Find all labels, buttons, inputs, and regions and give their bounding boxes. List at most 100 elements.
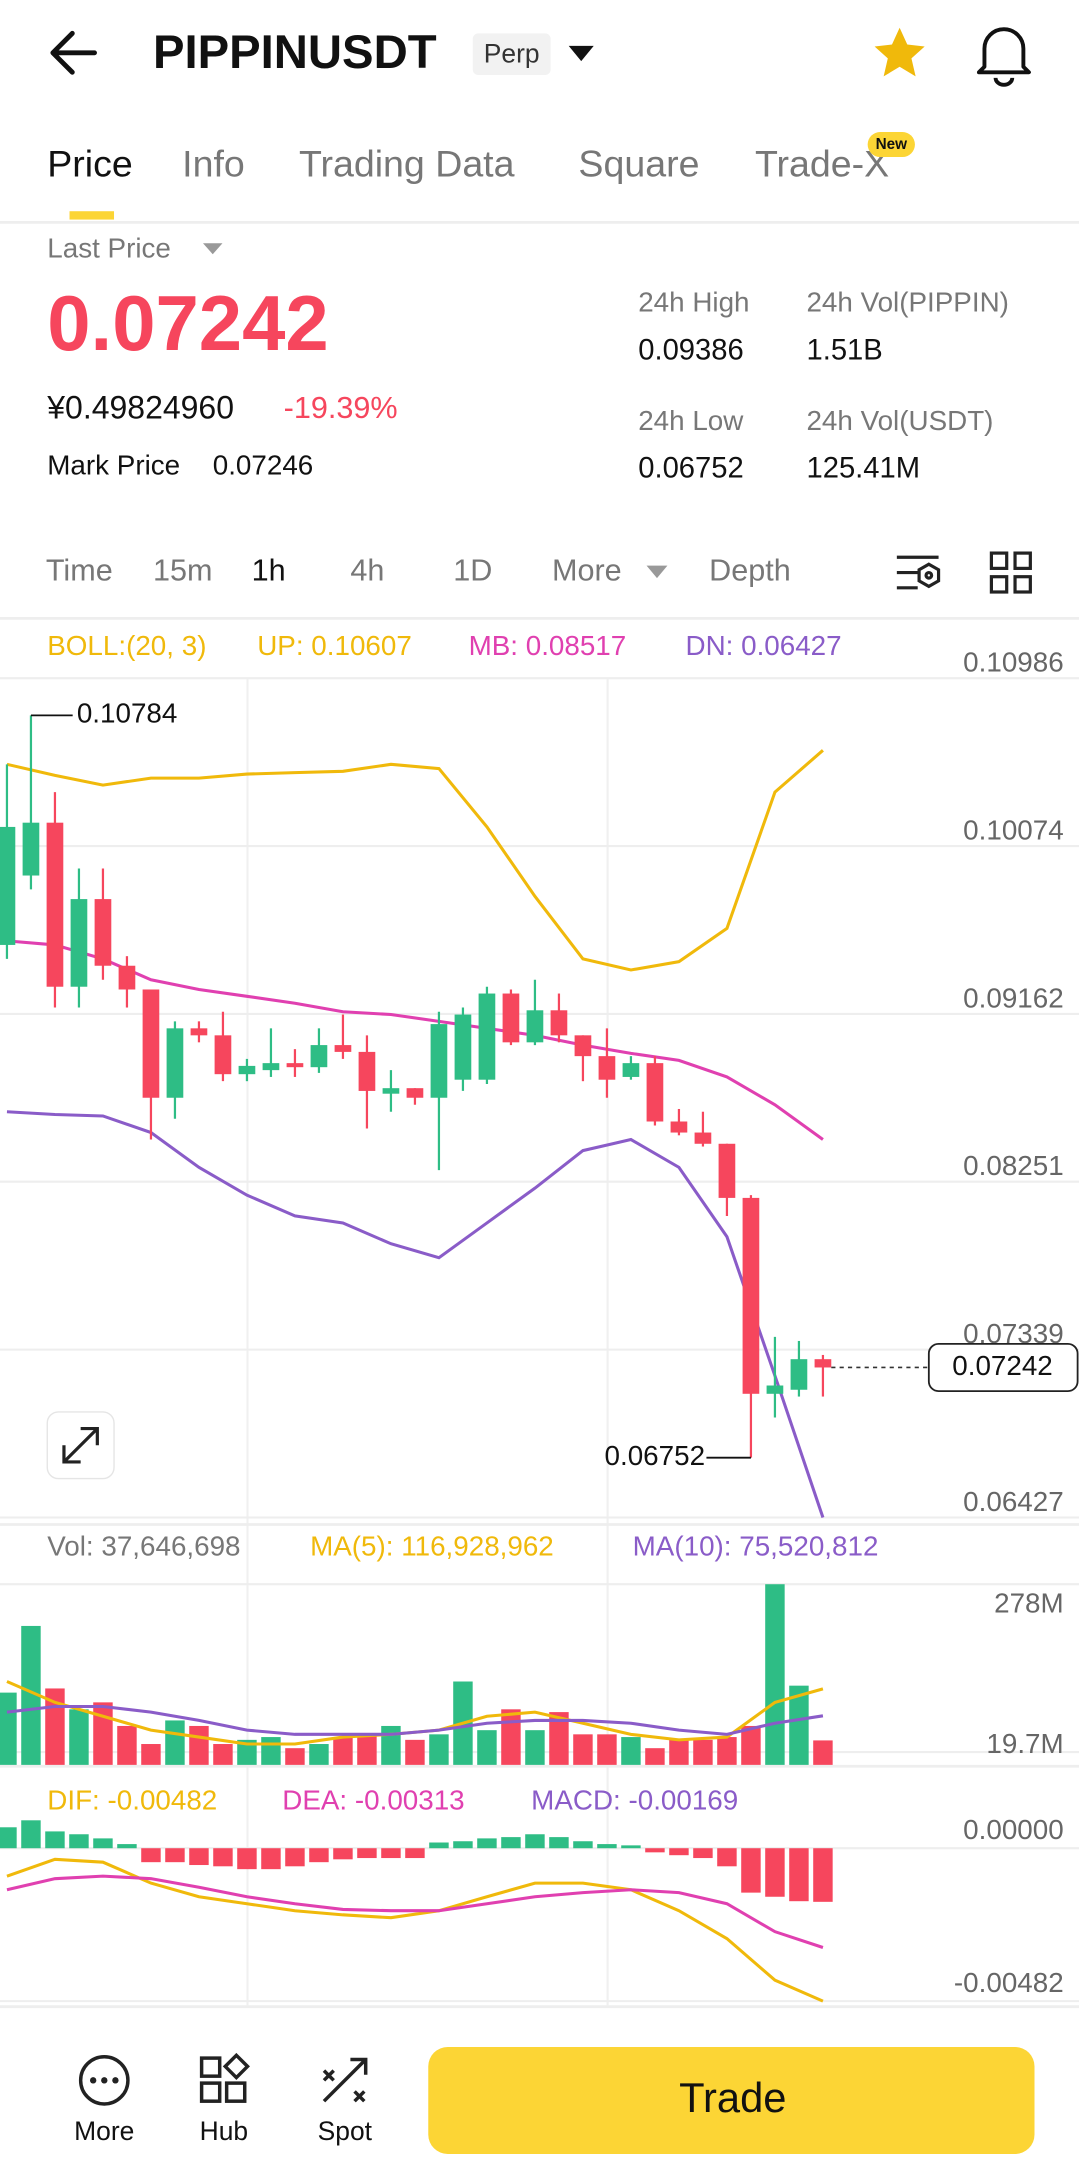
candle-body bbox=[334, 1045, 352, 1052]
nav-label[interactable]: More bbox=[74, 2116, 134, 2146]
volume-bar bbox=[165, 1720, 185, 1765]
volume-bar bbox=[261, 1737, 281, 1765]
candle-body bbox=[646, 1063, 664, 1122]
indicator-line bbox=[6, 749, 824, 972]
y-tick-label: 0.06427 bbox=[963, 1486, 1064, 1517]
candle-body bbox=[502, 993, 520, 1043]
indicator-line bbox=[6, 1110, 825, 1519]
volume-bar bbox=[309, 1744, 329, 1765]
macd-bar bbox=[69, 1834, 89, 1849]
spot-icon[interactable] bbox=[322, 2057, 368, 2103]
macd-bar bbox=[645, 1848, 665, 1853]
vol-legend: Vol: 37,646,698 bbox=[47, 1530, 240, 1561]
candle-body bbox=[718, 1143, 736, 1198]
candle-body bbox=[118, 965, 136, 990]
symbol-title: PIPPINUSDT bbox=[153, 26, 437, 79]
macd-bar bbox=[141, 1848, 161, 1863]
candle-body bbox=[814, 1359, 832, 1368]
boll-legend: DN: 0.06427 bbox=[685, 630, 841, 661]
timeframe[interactable]: 4h bbox=[350, 554, 384, 588]
hub-icon[interactable] bbox=[199, 2052, 250, 2103]
y-tick-label: 0.10074 bbox=[963, 815, 1064, 846]
favorite-star[interactable] bbox=[874, 27, 925, 77]
vol-legend: MA(10): 75,520,812 bbox=[633, 1530, 879, 1561]
timeframe[interactable]: 15m bbox=[153, 554, 213, 588]
volume-bar bbox=[765, 1584, 785, 1765]
tab[interactable]: Trading Data bbox=[299, 143, 515, 185]
macd-bar bbox=[621, 1845, 641, 1849]
candle-body bbox=[430, 1024, 448, 1098]
macd-bar bbox=[765, 1848, 785, 1897]
stat-value: 0.06752 bbox=[638, 452, 744, 484]
volume-bar bbox=[213, 1744, 233, 1765]
y-tick-label: 0.00000 bbox=[963, 1814, 1064, 1845]
timeframe[interactable]: 1D bbox=[453, 554, 492, 588]
symbol-dropdown[interactable] bbox=[568, 45, 594, 62]
macd-legend: DIF: -0.00482 bbox=[47, 1785, 217, 1816]
macd-bar bbox=[453, 1841, 473, 1849]
trade-button[interactable] bbox=[428, 2046, 1035, 2154]
macd-bar bbox=[357, 1848, 377, 1859]
perp-badge: Perp bbox=[484, 39, 540, 69]
macd-bar bbox=[93, 1838, 113, 1849]
tab-indicator bbox=[69, 211, 115, 220]
timeframe[interactable]: Time bbox=[46, 554, 113, 588]
macd-bar bbox=[21, 1820, 41, 1849]
macd-bar bbox=[45, 1831, 65, 1849]
candle-body bbox=[574, 1035, 592, 1057]
volume-bar bbox=[789, 1685, 809, 1765]
macd-bar bbox=[597, 1844, 617, 1849]
layout-button[interactable] bbox=[989, 551, 1032, 594]
indicator-line bbox=[6, 1704, 824, 1736]
candle-body bbox=[742, 1197, 760, 1394]
nav-label[interactable]: Hub bbox=[200, 2116, 248, 2146]
candle-body bbox=[406, 1088, 424, 1098]
nav-label[interactable]: Spot bbox=[318, 2116, 373, 2146]
tab[interactable]: Trade-X bbox=[755, 143, 889, 185]
candle-body bbox=[358, 1051, 376, 1091]
volume-bar bbox=[741, 1725, 761, 1765]
mark-price: 0.07246 bbox=[213, 449, 314, 480]
timeframe[interactable]: More bbox=[552, 554, 622, 588]
candle-body bbox=[214, 1035, 232, 1075]
tab[interactable]: Square bbox=[578, 143, 699, 185]
high-annotation: 0.10784 bbox=[77, 698, 178, 729]
macd-legend: DEA: -0.00313 bbox=[282, 1785, 464, 1816]
macd-bar bbox=[213, 1848, 233, 1867]
volume-bar bbox=[597, 1734, 617, 1765]
candle-body bbox=[622, 1063, 640, 1077]
back-button[interactable] bbox=[50, 30, 97, 75]
timeframe[interactable]: 1h bbox=[252, 554, 286, 588]
volume-bar bbox=[93, 1702, 113, 1765]
volume-bar bbox=[621, 1737, 641, 1765]
candle-body bbox=[790, 1359, 808, 1390]
volume-bar bbox=[669, 1739, 689, 1765]
macd-bar bbox=[405, 1848, 425, 1859]
more-icon[interactable] bbox=[78, 2054, 130, 2106]
trade-label: Trade bbox=[679, 2074, 786, 2121]
volume-bar bbox=[501, 1709, 521, 1765]
macd-bar bbox=[285, 1848, 305, 1867]
expand-icon bbox=[62, 1426, 99, 1464]
indicator-line bbox=[6, 1874, 824, 1949]
volume-bar bbox=[813, 1740, 833, 1765]
tab[interactable]: Price bbox=[47, 143, 133, 185]
macd-bar bbox=[549, 1837, 569, 1849]
candle-body bbox=[142, 989, 160, 1098]
candle-body bbox=[550, 1010, 568, 1036]
macd-bar bbox=[189, 1848, 209, 1866]
indicator-settings[interactable] bbox=[896, 555, 941, 590]
macd-bar bbox=[117, 1844, 137, 1849]
cny-price: ¥0.49824960 bbox=[46, 389, 234, 425]
last-price: 0.07242 bbox=[47, 281, 328, 367]
timeframe[interactable]: Depth bbox=[709, 554, 791, 588]
macd-bar bbox=[309, 1848, 329, 1863]
dropdown-arrow bbox=[203, 243, 223, 255]
stat-label: 24h Vol(PIPPIN) bbox=[806, 287, 1008, 318]
last-price-label[interactable]: Last Price bbox=[47, 232, 171, 263]
macd-bar bbox=[237, 1848, 257, 1870]
notification-bell[interactable] bbox=[976, 27, 1031, 87]
macd-bar bbox=[501, 1837, 521, 1849]
tab[interactable]: Info bbox=[182, 143, 245, 185]
